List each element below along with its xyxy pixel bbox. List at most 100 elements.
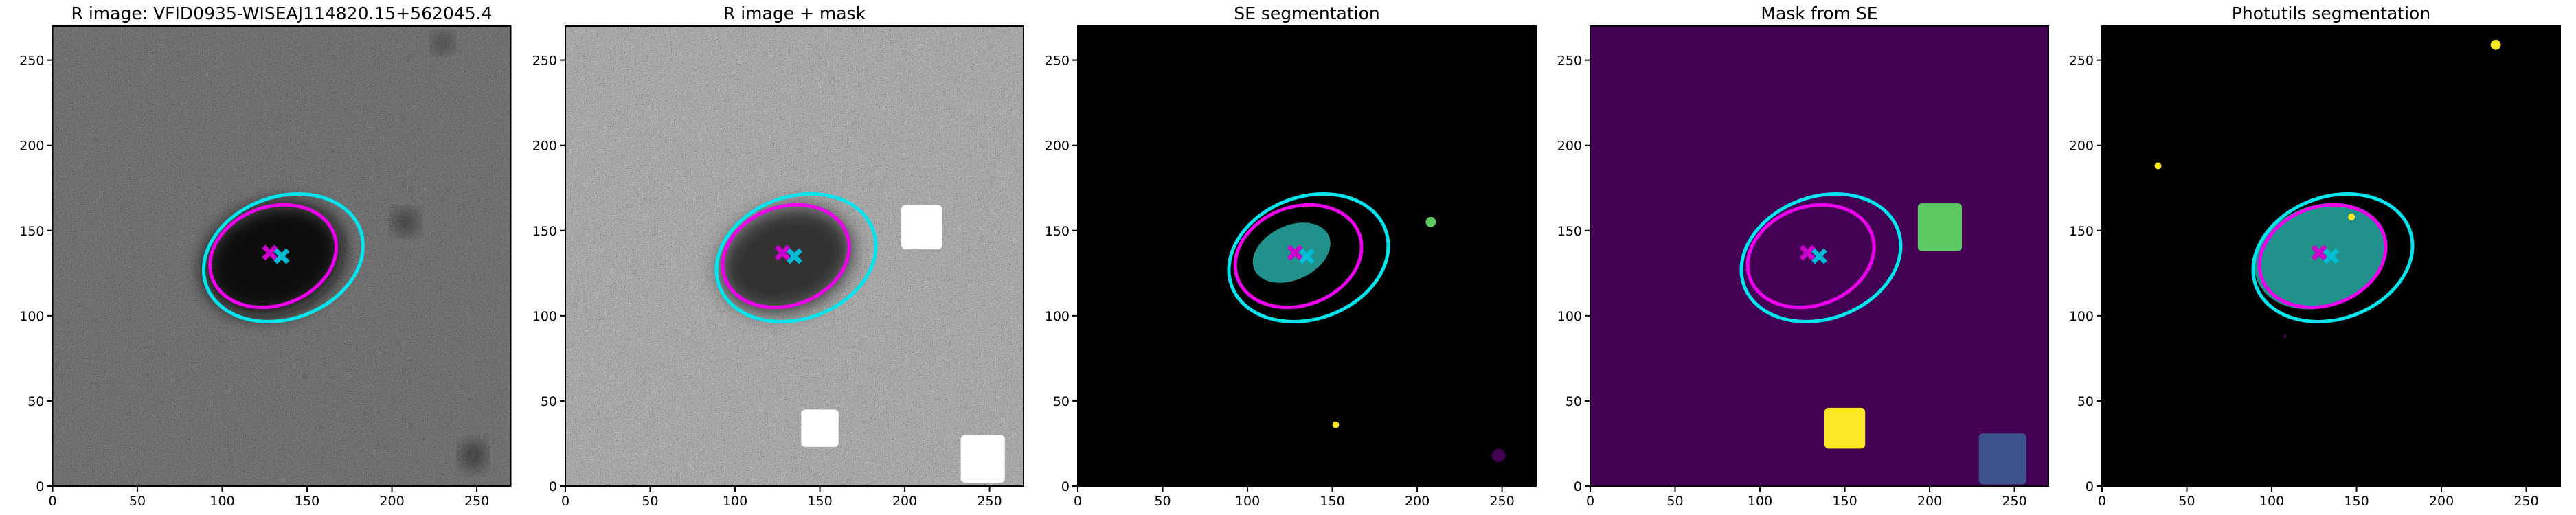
y-tick-label: 150	[2069, 224, 2094, 239]
y-tick-label: 250	[532, 54, 557, 69]
x-tick-label: 250	[464, 494, 489, 509]
y-tick-label: 200	[532, 139, 557, 154]
y-tick-label: 100	[2069, 309, 2094, 324]
x-tick-label: 0	[1586, 494, 1594, 509]
y-tick-label: 200	[1557, 139, 1582, 154]
x-tick-label: 200	[1405, 494, 1430, 509]
segment-region	[2154, 162, 2162, 170]
panel-title: Photutils segmentation	[2232, 3, 2430, 23]
center-marker	[2323, 248, 2339, 264]
x-tick-label: 50	[1154, 494, 1171, 509]
x-tick-label: 100	[723, 494, 747, 509]
y-tick-label: 150	[19, 224, 44, 239]
y-tick-label: 50	[1053, 394, 1070, 409]
panel: 0 50 100 150 200 250 0 50 100 150 200 250 Mask from …	[1557, 3, 2049, 509]
y-tick-label: 150	[1557, 224, 1582, 239]
segment-region	[2348, 213, 2355, 220]
panel-title: SE segmentation	[1234, 3, 1379, 23]
y-tick-label: 0	[2086, 479, 2094, 494]
x-tick-label: 100	[210, 494, 234, 509]
y-tick-label: 250	[2069, 54, 2094, 69]
center-marker	[774, 244, 791, 261]
x-tick-label: 250	[1489, 494, 1514, 509]
x-tick-label: 250	[2513, 494, 2538, 509]
axes-frame	[2101, 25, 2561, 487]
x-tick-label: 200	[2429, 494, 2454, 509]
mask-region	[1824, 407, 1866, 449]
y-tick-label: 50	[541, 394, 557, 409]
aperture-ellipse	[201, 192, 365, 323]
panel: 0 50 100 150 200 250 0 50 100 150 200 250 SE segment…	[1045, 3, 1537, 509]
x-tick-label: 150	[1320, 494, 1344, 509]
y-tick-label: 0	[549, 479, 557, 494]
aperture-ellipse	[1739, 192, 1903, 323]
image-area	[2102, 26, 2560, 486]
aperture-ellipse	[714, 192, 878, 323]
aperture-ellipse	[2257, 203, 2388, 310]
y-tick-label: 100	[532, 309, 557, 324]
y-tick-label: 250	[1557, 54, 1582, 69]
image-area	[565, 26, 1024, 486]
center-marker	[2311, 244, 2327, 261]
y-tick-label: 0	[36, 479, 44, 494]
segment-region	[203, 203, 343, 317]
center-marker	[262, 244, 278, 261]
x-tick-label: 100	[1235, 494, 1260, 509]
y-tick-label: 50	[2077, 394, 2094, 409]
center-marker	[1287, 244, 1303, 261]
segment-region	[2283, 334, 2287, 339]
y-tick-label: 100	[1557, 309, 1582, 324]
y-tick-label: 200	[1045, 139, 1070, 154]
x-tick-label: 200	[892, 494, 917, 509]
aperture-ellipse	[2251, 192, 2415, 323]
x-tick-label: 50	[129, 494, 146, 509]
aperture-ellipse	[1227, 192, 1390, 323]
x-tick-label: 0	[2098, 494, 2106, 509]
panel-title: R image + mask	[723, 3, 866, 23]
x-tick-label: 250	[2002, 494, 2026, 509]
center-marker	[273, 248, 290, 264]
y-tick-label: 0	[1574, 479, 1582, 494]
panel-title: Mask from SE	[1761, 3, 1877, 23]
center-marker	[1811, 248, 1827, 264]
y-tick-label: 50	[27, 394, 44, 409]
center-marker	[787, 248, 802, 264]
x-tick-label: 150	[807, 494, 832, 509]
segment-region	[464, 445, 482, 466]
y-tick-label: 150	[1045, 224, 1070, 239]
x-tick-label: 150	[1832, 494, 1857, 509]
segment-region	[396, 213, 414, 231]
x-tick-label: 50	[2178, 494, 2195, 509]
panel: 0 50 100 150 200 250 0 50 100 150 200 250 R image: V…	[19, 3, 512, 509]
x-tick-label: 250	[977, 494, 1002, 509]
y-tick-label: 250	[1045, 54, 1070, 69]
panel-title: R image: VFID0935-WISEAJ114820.15+562045…	[71, 3, 493, 23]
mask-region	[801, 409, 839, 447]
axes-frame	[1590, 25, 2049, 487]
image-area	[1590, 26, 2048, 486]
y-tick-label: 100	[1045, 309, 1070, 324]
segment-region	[1491, 448, 1506, 463]
axes-frame	[565, 25, 1024, 487]
segment-region	[1425, 216, 1436, 227]
y-tick-label: 200	[19, 139, 44, 154]
y-tick-label: 150	[532, 224, 557, 239]
aperture-ellipse	[721, 203, 851, 310]
x-tick-label: 0	[1074, 494, 1082, 509]
segment-region	[2490, 39, 2501, 50]
mask-region	[960, 435, 1005, 483]
y-tick-label: 0	[1061, 479, 1070, 494]
mask-region	[1917, 203, 1963, 251]
x-tick-label: 150	[2344, 494, 2369, 509]
center-marker	[1799, 244, 1816, 261]
aperture-ellipse	[1745, 203, 1876, 310]
x-tick-label: 50	[1667, 494, 1683, 509]
segment-region	[436, 36, 450, 50]
mask-region	[1978, 433, 2026, 485]
y-tick-label: 250	[19, 54, 44, 69]
y-tick-label: 100	[19, 309, 44, 324]
axes-frame	[52, 25, 512, 487]
segment-region	[1332, 421, 1340, 428]
y-tick-label: 50	[1566, 394, 1582, 409]
